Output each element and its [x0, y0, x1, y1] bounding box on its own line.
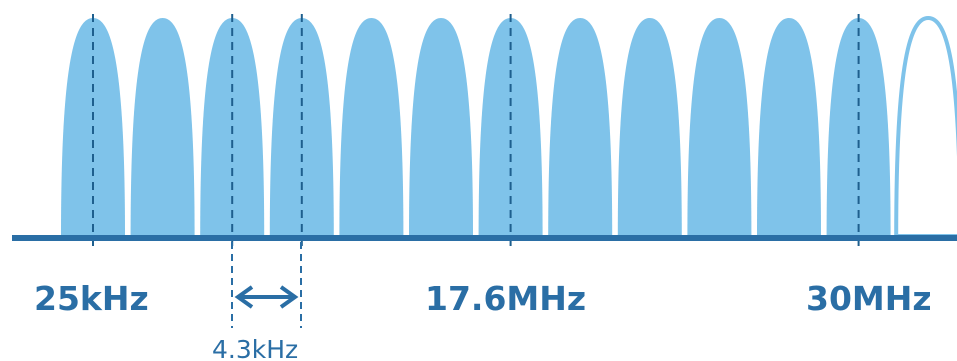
spacing-arrow-right-head	[279, 285, 299, 309]
subcarrier-9	[617, 18, 682, 236]
subcarrier-11	[757, 18, 821, 236]
subcarrier-6	[409, 18, 473, 236]
start-frequency-label: 25kHz	[34, 279, 149, 318]
spacing-arrow-left-head	[234, 285, 254, 309]
subcarrier-5	[339, 18, 404, 236]
subcarrier-13	[894, 15, 957, 238]
end-frequency-label: 30MHz	[806, 279, 932, 318]
marker-line-group	[92, 14, 860, 252]
subcarrier-spacing-label: 4.3kHz	[212, 335, 298, 361]
mid-frequency-label: 17.6MHz	[425, 279, 586, 318]
subcarrier-group	[61, 15, 957, 238]
subcarrier-8	[548, 18, 613, 236]
subcarrier-10	[687, 18, 752, 236]
spacing-indicator	[231, 242, 302, 328]
subcarrier-2	[130, 18, 195, 236]
